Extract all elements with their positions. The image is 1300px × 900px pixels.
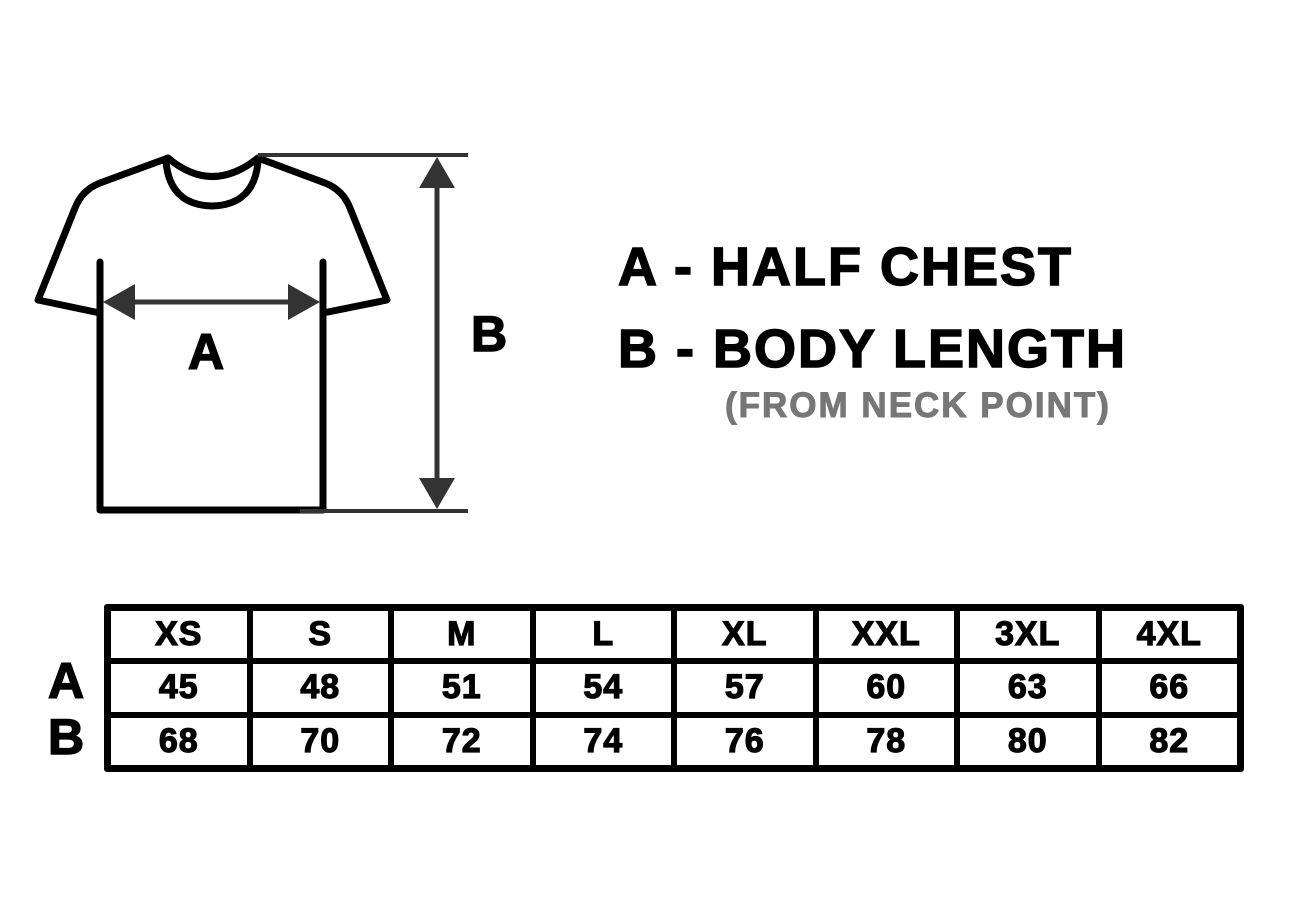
size-table: XS S M L XL XXL 3XL 4XL 45 48 51 54 57 60 63 66 68 70 72 74… [104, 604, 1244, 772]
size-header: S [252, 611, 388, 659]
size-header: 3XL [960, 611, 1096, 659]
half-chest-arrow [103, 284, 320, 320]
half-chest-label: A [187, 323, 227, 381]
legend-half-chest: A - HALF CHEST [617, 236, 1073, 298]
measurement-cell: 57 [677, 664, 813, 712]
body-length-arrow [258, 153, 468, 513]
size-header: XL [677, 611, 813, 659]
body-length-label: B [470, 305, 510, 363]
measurement-cell: 72 [394, 717, 530, 765]
measurement-cell: 70 [252, 717, 388, 765]
legend-body-length: B - BODY LENGTH [617, 318, 1128, 380]
measurement-cell: 54 [535, 664, 671, 712]
row-label-b: B [47, 708, 87, 766]
measurement-cell: 74 [535, 717, 671, 765]
measurement-cell: 45 [111, 664, 247, 712]
measurement-cell: 78 [818, 717, 954, 765]
size-header: M [394, 611, 530, 659]
measurement-cell: 48 [252, 664, 388, 712]
measurement-cell: 76 [677, 717, 813, 765]
size-header: L [535, 611, 671, 659]
t-shirt-diagram [34, 153, 468, 514]
measurement-cell: 80 [960, 717, 1096, 765]
measurement-cell: 66 [1101, 664, 1237, 712]
measurement-cell: 82 [1101, 717, 1237, 765]
size-header: XXL [818, 611, 954, 659]
measurement-cell: 63 [960, 664, 1096, 712]
measurement-cell: 68 [111, 717, 247, 765]
row-label-a: A [47, 652, 87, 710]
measurement-cell: 60 [818, 664, 954, 712]
size-header: XS [111, 611, 247, 659]
measurement-cell: 51 [394, 664, 530, 712]
legend-note: (FROM NECK POINT) [725, 386, 1111, 426]
size-header: 4XL [1101, 611, 1237, 659]
t-shirt-outline-icon [34, 154, 391, 514]
